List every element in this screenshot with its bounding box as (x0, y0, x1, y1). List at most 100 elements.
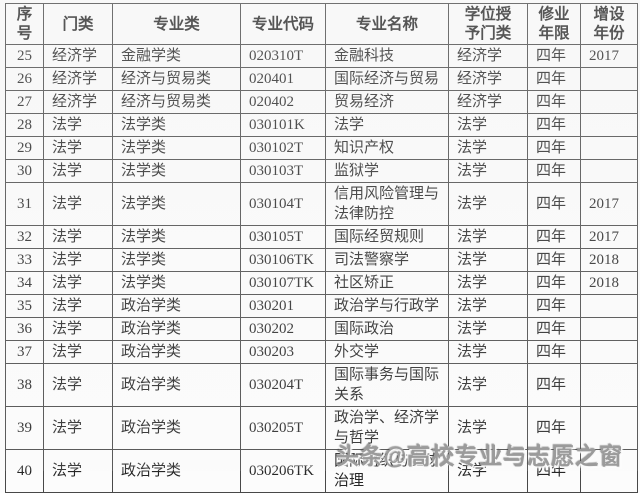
column-header-no: 序 号 (5, 3, 44, 45)
table-row: 38 法学 政治学类 030204T 国际事务与国际 关系 法学 四年 (5, 363, 638, 407)
table-cell-no: 39 (5, 406, 44, 450)
table-cell-code: 030203 (240, 340, 326, 364)
table-cell-year (580, 136, 638, 160)
table-cell-degree: 法学 (448, 294, 528, 318)
table-cell-no: 38 (5, 363, 44, 407)
table-cell-major_class: 政治学类 (112, 294, 241, 318)
table-cell-code: 020402 (240, 90, 326, 114)
table-cell-name: 司法警察学 (325, 248, 449, 272)
table-cell-major_class: 经济与贸易类 (112, 90, 241, 114)
table-cell-year (580, 363, 638, 407)
table-cell-category: 法学 (43, 159, 113, 183)
table-cell-code: 020310T (240, 44, 326, 68)
table-cell-duration: 四年 (527, 449, 581, 493)
table-row: 31 法学 法学类 030104T 信用风险管理与 法律防控 法学 四年 2017 (5, 182, 638, 226)
table-cell-no: 28 (5, 113, 44, 137)
table-row: 30 法学 法学类 030103T 监狱学 法学 四年 (5, 159, 638, 183)
table-cell-major_class: 法学类 (112, 248, 241, 272)
table-cell-code: 030201 (240, 294, 326, 318)
table-cell-major_class: 法学类 (112, 271, 241, 295)
table-cell-name: 金融科技 (325, 44, 449, 68)
table-cell-major_class: 政治学类 (112, 340, 241, 364)
table-cell-degree: 法学 (448, 271, 528, 295)
table-cell-degree: 法学 (448, 406, 528, 450)
table-row: 35 法学 政治学类 030201 政治学与行政学 法学 四年 (5, 294, 638, 318)
table-cell-degree: 法学 (448, 182, 528, 226)
table-cell-code: 030206TK (240, 449, 326, 493)
table-cell-duration: 四年 (527, 340, 581, 364)
table-cell-category: 法学 (43, 225, 113, 249)
table-row: 40 法学 政治学类 030206TK 国际组织与全球 治理 法学 四年 (5, 449, 638, 493)
table-cell-no: 37 (5, 340, 44, 364)
table-cell-code: 030101K (240, 113, 326, 137)
table-cell-duration: 四年 (527, 248, 581, 272)
table-cell-year (580, 317, 638, 341)
table-cell-duration: 四年 (527, 44, 581, 68)
table-cell-code: 030202 (240, 317, 326, 341)
table-cell-code: 030204T (240, 363, 326, 407)
column-header-duration: 修业 年限 (527, 3, 581, 45)
table-cell-name: 信用风险管理与 法律防控 (325, 182, 449, 226)
table-cell-major_class: 政治学类 (112, 449, 241, 493)
table-cell-duration: 四年 (527, 159, 581, 183)
table-row: 33 法学 法学类 030106TK 司法警察学 法学 四年 2018 (5, 248, 638, 272)
table-cell-category: 法学 (43, 248, 113, 272)
table-cell-name: 贸易经济 (325, 90, 449, 114)
table-cell-duration: 四年 (527, 317, 581, 341)
table-cell-duration: 四年 (527, 225, 581, 249)
table-cell-duration: 四年 (527, 363, 581, 407)
table-cell-year (580, 67, 638, 91)
table-cell-degree: 法学 (448, 136, 528, 160)
table-cell-duration: 四年 (527, 67, 581, 91)
table-cell-name: 国际政治 (325, 317, 449, 341)
table-row: 26 经济学 经济与贸易类 020401 国际经济与贸易 经济学 四年 (5, 67, 638, 91)
table-cell-category: 法学 (43, 363, 113, 407)
table-cell-category: 法学 (43, 113, 113, 137)
column-header-year: 增设 年份 (580, 3, 638, 45)
table-cell-code: 030103T (240, 159, 326, 183)
table-cell-category: 法学 (43, 294, 113, 318)
table-cell-year (580, 294, 638, 318)
table-cell-name: 知识产权 (325, 136, 449, 160)
table-cell-year: 2018 (580, 271, 638, 295)
table-cell-name: 外交学 (325, 340, 449, 364)
column-header-name: 专业名称 (325, 3, 449, 45)
table-cell-degree: 经济学 (448, 44, 528, 68)
table-cell-category: 法学 (43, 406, 113, 450)
table-cell-year: 2018 (580, 248, 638, 272)
table-row: 34 法学 法学类 030107TK 社区矫正 法学 四年 2018 (5, 271, 638, 295)
table-cell-category: 经济学 (43, 44, 113, 68)
table-cell-degree: 法学 (448, 159, 528, 183)
table-cell-no: 34 (5, 271, 44, 295)
majors-table: 序 号 门类 专业类 专业代码 专业名称 学位授 予门类 修业 年限 增设 年份… (5, 3, 638, 493)
table-cell-no: 29 (5, 136, 44, 160)
table-cell-major_class: 法学类 (112, 113, 241, 137)
table-cell-no: 40 (5, 449, 44, 493)
table-cell-year: 2017 (580, 182, 638, 226)
table-cell-name: 国际经贸规则 (325, 225, 449, 249)
table-cell-degree: 经济学 (448, 90, 528, 114)
table-cell-no: 26 (5, 67, 44, 91)
table-cell-year: 2017 (580, 44, 638, 68)
table-row: 29 法学 法学类 030102T 知识产权 法学 四年 (5, 136, 638, 160)
column-header-code: 专业代码 (240, 3, 326, 45)
table-row: 37 法学 政治学类 030203 外交学 法学 四年 (5, 340, 638, 364)
table-cell-category: 法学 (43, 449, 113, 493)
table-cell-year (580, 159, 638, 183)
table-cell-duration: 四年 (527, 182, 581, 226)
table-cell-degree: 法学 (448, 317, 528, 341)
table-cell-category: 经济学 (43, 90, 113, 114)
table-cell-name: 法学 (325, 113, 449, 137)
table-row: 25 经济学 金融学类 020310T 金融科技 经济学 四年 2017 (5, 44, 638, 68)
table-cell-degree: 法学 (448, 225, 528, 249)
table-row: 28 法学 法学类 030101K 法学 法学 四年 (5, 113, 638, 137)
table-cell-degree: 法学 (448, 113, 528, 137)
table-cell-major_class: 法学类 (112, 136, 241, 160)
table-cell-no: 32 (5, 225, 44, 249)
table-cell-no: 36 (5, 317, 44, 341)
table-cell-duration: 四年 (527, 113, 581, 137)
table-cell-major_class: 政治学类 (112, 363, 241, 407)
table-cell-major_class: 政治学类 (112, 317, 241, 341)
table-cell-degree: 法学 (448, 363, 528, 407)
table-row: 27 经济学 经济与贸易类 020402 贸易经济 经济学 四年 (5, 90, 638, 114)
